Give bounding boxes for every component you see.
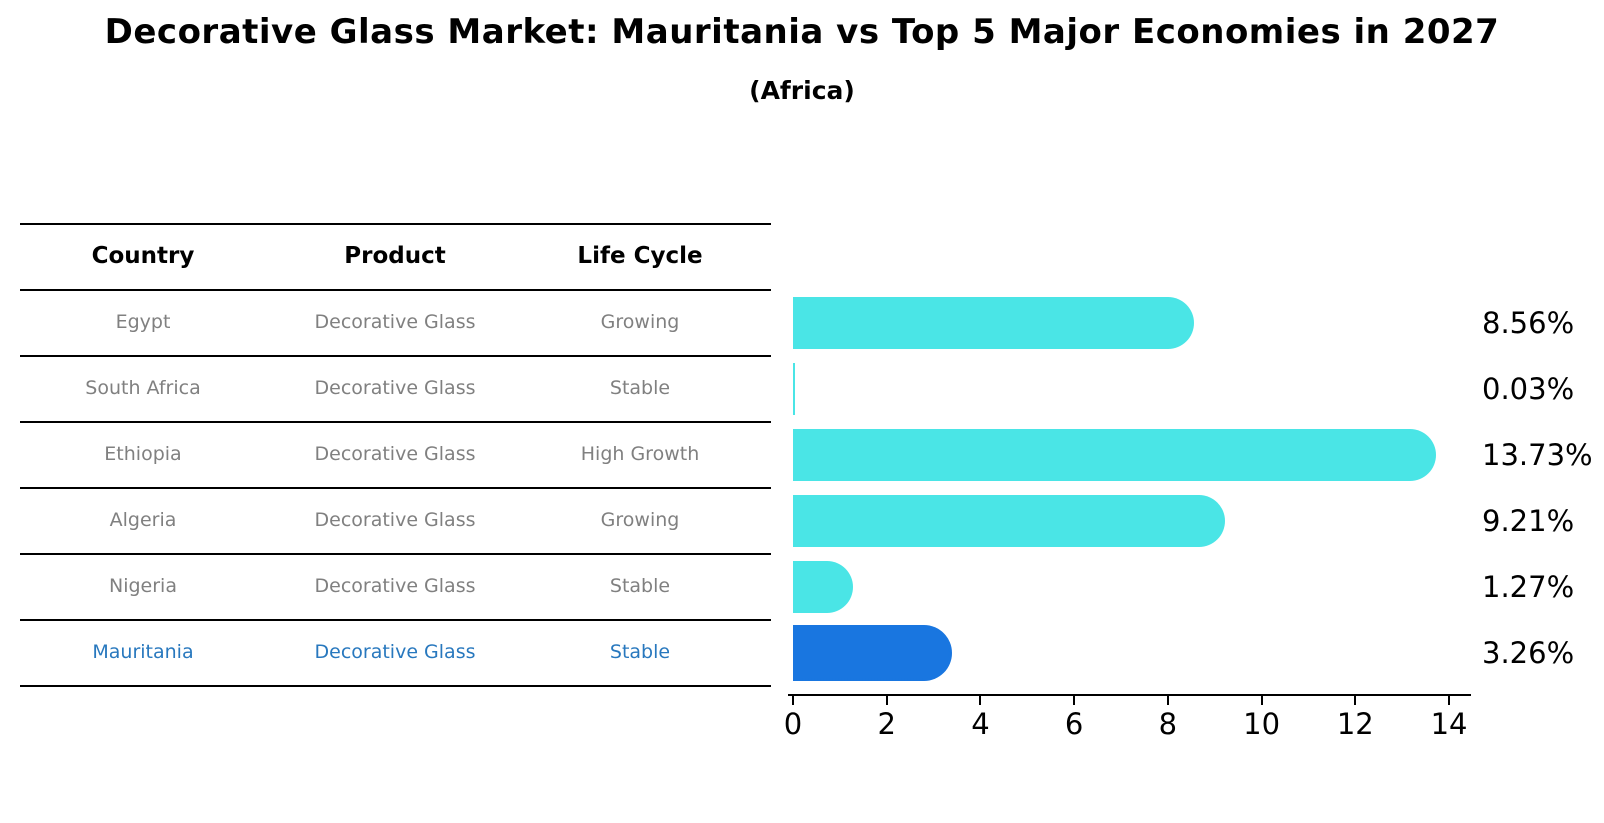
bar-value-label: 13.73% (1482, 437, 1593, 472)
bar-value-label: 9.21% (1482, 503, 1575, 538)
table-cell-life_cycle: Growing (600, 509, 680, 531)
x-axis-tick-label: 12 (1336, 707, 1374, 741)
table-cell-country: Algeria (109, 509, 177, 531)
x-axis-tick (885, 696, 888, 705)
x-axis-tick-label: 4 (971, 707, 990, 741)
table-header-country: Country (91, 243, 195, 269)
row-separator-line (20, 553, 771, 555)
bar-value-label: 8.56% (1482, 305, 1575, 340)
table-cell-product: Decorative Glass (314, 311, 476, 333)
row-separator-line (20, 289, 771, 291)
page-title: Decorative Glass Market: Mauritania vs T… (104, 12, 1500, 52)
bar-ethiopia (793, 428, 1437, 481)
x-axis-tick (792, 696, 794, 705)
x-axis-tick (1166, 696, 1169, 705)
x-axis-tick-label: 14 (1430, 707, 1468, 741)
chart-subtitle: (Africa) (749, 76, 855, 105)
table-header-product: Product (344, 243, 446, 269)
table-cell-product: Decorative Glass (314, 641, 476, 663)
row-separator-line (20, 619, 771, 621)
x-axis-tick-label: 10 (1243, 707, 1281, 741)
table-cell-life_cycle: Growing (600, 311, 680, 333)
table-cell-life_cycle: High Growth (580, 443, 700, 465)
table-cell-product: Decorative Glass (314, 443, 476, 465)
table-cell-product: Decorative Glass (314, 377, 476, 399)
row-separator-line (20, 487, 771, 489)
x-axis-tick-label: 0 (783, 707, 803, 741)
x-axis-tick-label: 8 (1158, 707, 1178, 741)
x-axis-tick (1260, 696, 1263, 705)
x-axis-tick (979, 696, 982, 705)
bar-mauritania-highlighted (793, 624, 952, 681)
x-axis-line (788, 694, 1471, 696)
table-cell-life_cycle: Stable (609, 377, 671, 399)
table-header-life-cycle: Life Cycle (577, 243, 703, 269)
table-cell-country: South Africa (85, 377, 201, 399)
row-separator-line (20, 421, 771, 423)
table-cell-country: Nigeria (109, 575, 177, 597)
table-top-line (20, 223, 771, 225)
table-cell-country: Egypt (115, 311, 171, 333)
table-cell-life_cycle: Stable (609, 641, 671, 663)
table-cell-product: Decorative Glass (314, 575, 476, 597)
x-axis-tick-label: 2 (877, 707, 896, 741)
x-axis-tick-label: 6 (1064, 707, 1084, 741)
table-bottom-line (20, 685, 771, 687)
table-cell-product: Decorative Glass (314, 509, 476, 531)
bar-value-label: 0.03% (1482, 371, 1575, 406)
table-cell-country: Mauritania (92, 641, 194, 663)
bar-value-label: 1.27% (1482, 569, 1575, 604)
bar-nigeria (793, 560, 853, 613)
bar-south-africa (793, 362, 795, 415)
bar-value-label: 3.26% (1482, 635, 1575, 670)
x-axis-tick (1073, 696, 1076, 705)
bar-egypt (793, 296, 1195, 349)
table-cell-country: Ethiopia (104, 443, 182, 465)
row-separator-line (20, 355, 771, 357)
table-cell-life_cycle: Stable (609, 575, 671, 597)
bar-algeria (793, 494, 1225, 547)
x-axis-tick (1354, 696, 1357, 705)
x-axis-tick (1448, 696, 1451, 705)
